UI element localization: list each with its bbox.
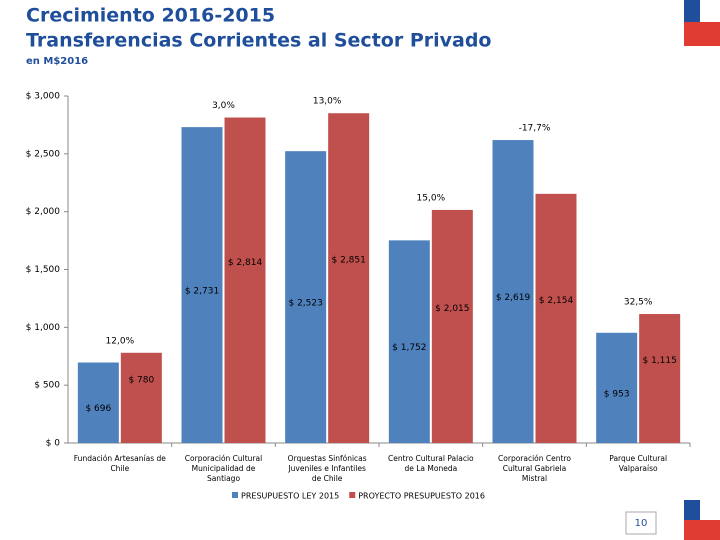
x-tick-label: Centro Cultural Palacio de La Moneda	[388, 454, 474, 473]
bar	[328, 113, 370, 443]
growth-label: 13,0%	[313, 97, 342, 107]
bar	[535, 193, 577, 443]
unit-note: en M$2016	[26, 56, 88, 67]
value-label: $ 2,851	[331, 256, 365, 266]
bar	[285, 151, 327, 443]
bar	[181, 127, 223, 444]
legend-label: PROYECTO PRESUPUESTO 2016	[358, 492, 485, 501]
value-label: $ 1,752	[392, 343, 426, 353]
flag-red	[684, 22, 720, 46]
flag-blue	[684, 500, 700, 520]
legend-swatch	[232, 492, 238, 498]
value-label: $ 2,731	[185, 287, 219, 297]
growth-label: 12,0%	[106, 336, 135, 346]
value-label: $ 2,814	[228, 258, 263, 268]
bar	[388, 240, 430, 443]
value-label: $ 2,619	[496, 293, 531, 303]
y-tick-label: $ 0	[46, 439, 61, 449]
growth-label: 15,0%	[417, 193, 446, 203]
y-tick-label: $ 1,000	[26, 323, 61, 333]
value-label: $ 696	[85, 404, 111, 414]
slide-title: Crecimiento 2016-2015	[26, 5, 275, 27]
bar	[639, 314, 681, 443]
flag-blue	[684, 0, 700, 22]
y-tick-label: $ 2,500	[26, 149, 61, 159]
legend-swatch	[349, 492, 356, 498]
x-tick-label: Orquestas Sinfónicas Juveniles e Infantil…	[287, 454, 366, 483]
value-label: $ 2,015	[435, 304, 469, 314]
value-label: $ 2,154	[539, 296, 574, 306]
value-label: $ 780	[128, 375, 154, 385]
x-tick-label: Fundación Artesanías de Chile	[74, 454, 166, 473]
bar	[224, 117, 266, 443]
growth-label: 3,0%	[212, 101, 235, 111]
value-label: $ 953	[604, 389, 630, 399]
legend-label: PRESUPUESTO LEY 2015	[241, 492, 339, 501]
slide-subtitle: Transferencias Corrientes al Sector Priv…	[26, 30, 491, 52]
growth-label: -17,7%	[519, 124, 551, 134]
value-label: $ 1,115	[642, 356, 676, 366]
bar	[77, 362, 119, 443]
page-number-box	[625, 511, 657, 535]
y-tick-label: $ 1,500	[26, 265, 61, 275]
growth-label: 32,5%	[624, 298, 653, 308]
flag-red	[684, 520, 720, 540]
page-number: 10	[635, 518, 648, 529]
bar	[492, 140, 534, 443]
bar	[596, 332, 638, 443]
bar	[120, 352, 162, 443]
x-tick-label: Parque Cultural Valparaíso	[609, 454, 667, 473]
y-tick-label: $ 2,000	[26, 207, 61, 217]
x-tick-label: Corporación Cultural Municipalidad de Sant…	[185, 454, 262, 483]
y-tick-label: $ 3,000	[26, 92, 61, 102]
flag-white	[700, 0, 720, 22]
value-label: $ 2,523	[288, 299, 322, 309]
bar	[431, 209, 473, 443]
y-tick-label: $ 500	[34, 381, 60, 391]
x-tick-label: Corporación Centro Cultural Gabriela Mistr…	[498, 454, 571, 483]
